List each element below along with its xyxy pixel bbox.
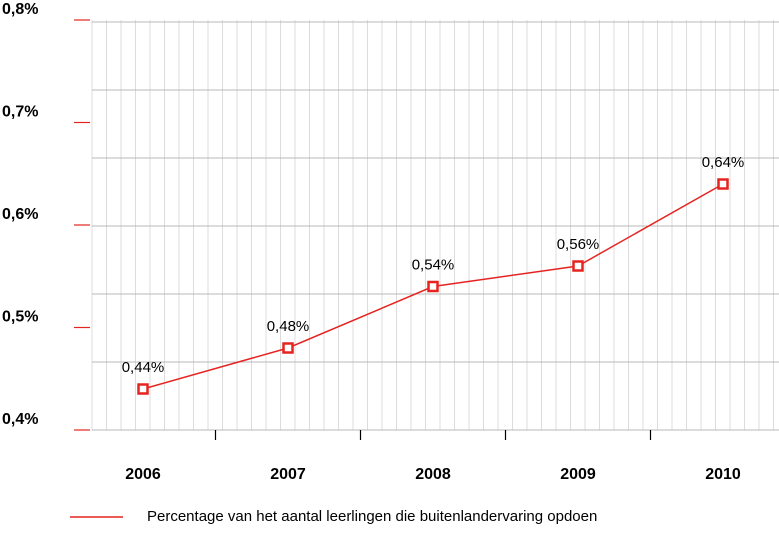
data-label: 0,48%: [267, 318, 310, 335]
y-tick-label: 0,6%: [2, 206, 38, 223]
data-label: 0,64%: [702, 154, 745, 171]
x-tick-label: 2006: [125, 466, 161, 483]
x-tick-label: 2007: [270, 466, 306, 483]
legend-label: Percentage van het aantal leerlingen die…: [147, 508, 597, 525]
y-tick-label: 0,7%: [2, 104, 38, 121]
x-tick-label: 2009: [560, 466, 596, 483]
data-label: 0,56%: [557, 236, 600, 253]
y-tick-label: 0,5%: [2, 309, 38, 326]
data-label: 0,54%: [412, 256, 455, 273]
data-point: [427, 280, 439, 293]
data-point: [282, 342, 294, 354]
data-point: [717, 178, 729, 190]
y-tick-label: 0,8%: [2, 1, 38, 18]
x-tick-label: 2008: [415, 466, 451, 483]
data-point: [137, 383, 149, 395]
data-label: 0,44%: [122, 359, 165, 376]
data-point: [572, 260, 584, 272]
y-tick-label: 0,4%: [2, 411, 38, 428]
x-tick-label: 2010: [705, 466, 741, 483]
